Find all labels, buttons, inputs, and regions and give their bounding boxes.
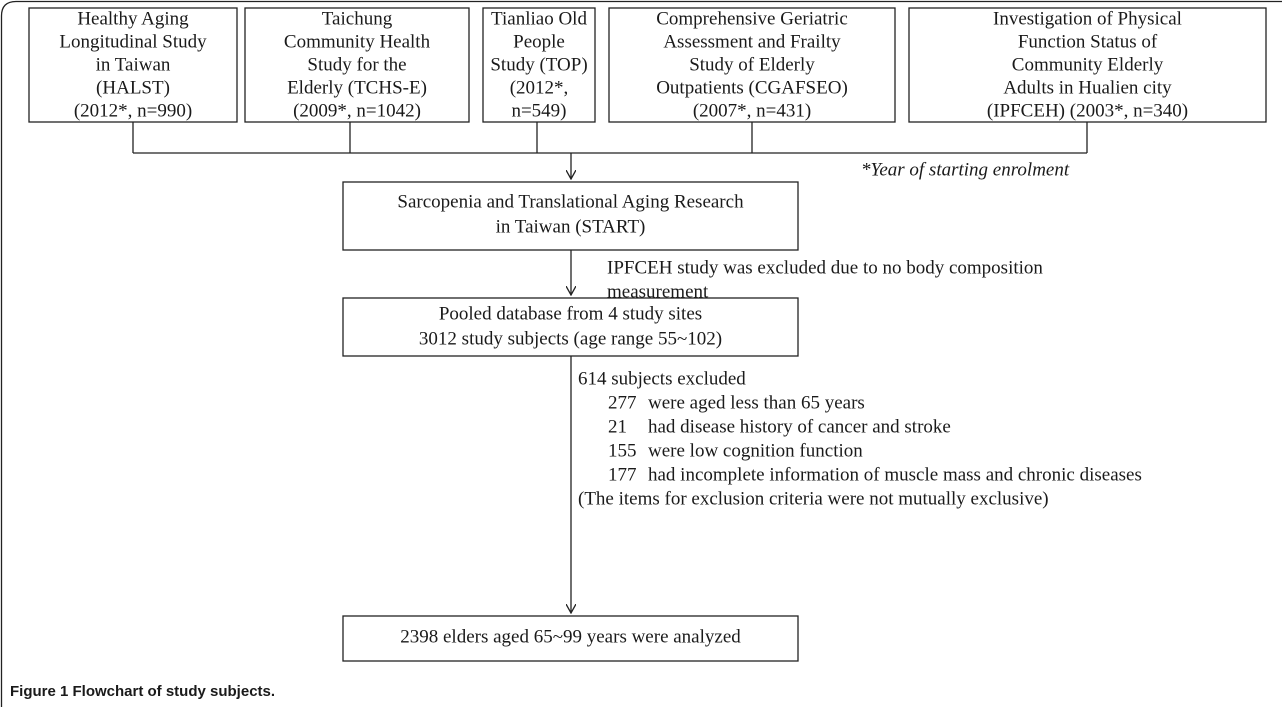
box-text: Study (TOP)	[490, 54, 587, 75]
merge-connector	[132, 122, 1088, 154]
box-text: Function Status of	[1018, 31, 1158, 52]
box	[342, 181, 799, 251]
box-text: Assessment and Frailty	[663, 31, 841, 52]
box-text: (2012*, n=990)	[74, 100, 192, 121]
box-text: (HALST)	[96, 77, 170, 98]
box-text: Pooled database from 4 study sites	[439, 303, 702, 324]
box	[28, 7, 238, 123]
box-text: Tianliao Old	[491, 8, 587, 29]
box-text: People	[513, 31, 565, 52]
note-text: IPFCEH study was excluded due to no body…	[607, 257, 1043, 278]
box-text: Longitudinal Study	[59, 31, 207, 52]
box	[908, 7, 1267, 123]
box	[608, 7, 896, 123]
note-heading: 614 subjects excluded	[578, 368, 746, 389]
box-text: (2012*,	[510, 77, 569, 98]
item-text: had disease history of cancer and stroke	[648, 416, 951, 437]
box	[342, 615, 799, 662]
box	[482, 7, 596, 123]
box-text: Taichung	[322, 8, 393, 29]
note-text: (The items for exclusion criteria were n…	[578, 488, 1049, 509]
item-count: 177	[608, 464, 637, 485]
item-text: were low cognition function	[648, 440, 863, 461]
box-text: 2398 elders aged 65~99 years were analyz…	[400, 626, 741, 647]
item-count: 277	[608, 392, 637, 413]
caption: Figure 1 Flowchart of study subjects.	[10, 683, 275, 700]
box-text: in Taiwan (START)	[496, 216, 646, 237]
item-text: had incomplete information of muscle mas…	[648, 464, 1142, 485]
box-text: Outpatients (CGAFSEO)	[656, 77, 848, 98]
item-text: were aged less than 65 years	[648, 392, 865, 413]
box	[244, 7, 470, 123]
box-text: in Taiwan	[96, 54, 171, 75]
box-text: (2009*, n=1042)	[293, 100, 421, 121]
item-count: 155	[608, 440, 637, 461]
footnote: *Year of starting enrolment	[861, 159, 1070, 180]
box-text: Study for the	[307, 54, 406, 75]
box-text: 3012 study subjects (age range 55~102)	[419, 328, 722, 349]
box-text: Healthy Aging	[77, 8, 189, 29]
box	[342, 297, 799, 357]
item-count: 21	[608, 416, 627, 437]
box-text: (2007*, n=431)	[693, 100, 811, 121]
box-text: Investigation of Physical	[993, 8, 1182, 29]
box-text: (IPFCEH) (2003*, n=340)	[987, 100, 1188, 121]
box-text: Study of Elderly	[689, 54, 815, 75]
note-text: measurement	[607, 281, 709, 302]
box-text: Sarcopenia and Translational Aging Resea…	[397, 191, 744, 212]
box-text: Elderly (TCHS-E)	[287, 77, 427, 98]
box-text: n=549)	[511, 100, 566, 121]
box-text: Adults in Hualien city	[1003, 77, 1172, 98]
box-text: Comprehensive Geriatric	[656, 8, 848, 29]
box-text: Community Health	[284, 31, 431, 52]
box-text: Community Elderly	[1012, 54, 1164, 75]
